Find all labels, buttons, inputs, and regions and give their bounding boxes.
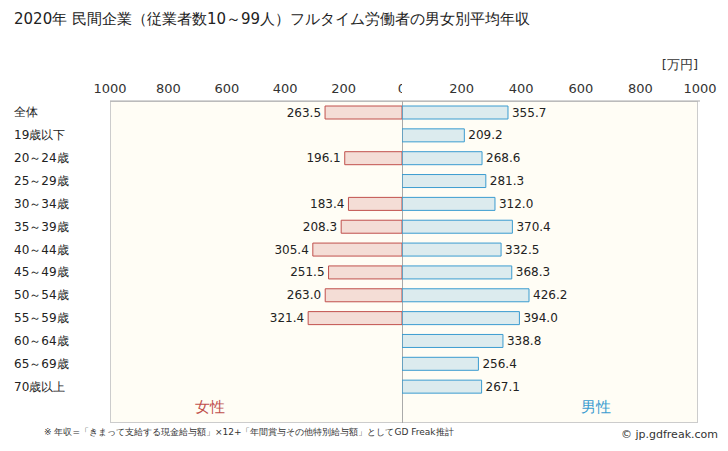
html-text:男性: 男性 xyxy=(581,398,611,416)
svg-text:35～39歳: 35～39歳 xyxy=(14,220,69,234)
svg-text:400: 400 xyxy=(273,81,298,96)
svg-text:312.0: 312.0 xyxy=(499,197,533,211)
html-text:女性: 女性 xyxy=(195,398,225,416)
svg-text:281.3: 281.3 xyxy=(490,174,524,188)
svg-text:19歳以下: 19歳以下 xyxy=(14,128,65,142)
svg-text:251.5: 251.5 xyxy=(290,265,324,279)
svg-text:263.5: 263.5 xyxy=(287,106,321,120)
svg-text:355.7: 355.7 xyxy=(512,106,546,120)
svg-text:70歳以上: 70歳以上 xyxy=(14,380,65,394)
svg-text:20～24歳: 20～24歳 xyxy=(14,151,69,165)
svg-text:40～44歳: 40～44歳 xyxy=(14,243,69,257)
svg-text:1000: 1000 xyxy=(683,81,716,96)
svg-text:394.0: 394.0 xyxy=(523,311,557,325)
svg-text:370.4: 370.4 xyxy=(516,220,550,234)
svg-text:65～69歳: 65～69歳 xyxy=(14,357,69,371)
html-text:※ 年収=「きまって支給する現金給与額」×12+「年間賞与そ: ※ 年収=「きまって支給する現金給与額」×12+「年間賞与その他特別給与額」とし… xyxy=(44,427,454,437)
svg-text:338.8: 338.8 xyxy=(507,334,541,348)
svg-text:209.2: 209.2 xyxy=(468,128,502,142)
svg-text:30～34歳: 30～34歳 xyxy=(14,197,69,211)
html-text:[万円]: [万円] xyxy=(661,57,698,72)
svg-text:全体: 全体 xyxy=(14,105,38,119)
svg-text:196.1: 196.1 xyxy=(306,151,340,165)
svg-text:200: 200 xyxy=(449,81,474,96)
svg-text:256.4: 256.4 xyxy=(482,357,516,371)
svg-text:50～54歳: 50～54歳 xyxy=(14,288,69,302)
svg-text:600: 600 xyxy=(568,81,593,96)
svg-text:800: 800 xyxy=(628,81,653,96)
svg-text:332.5: 332.5 xyxy=(505,243,539,257)
svg-text:1000: 1000 xyxy=(93,81,126,96)
svg-text:0: 0 xyxy=(398,81,402,96)
svg-text:263.0: 263.0 xyxy=(287,288,321,302)
html-text:2020年 民間企業（従業者数10～99人）フルタイム労働者: 2020年 民間企業（従業者数10～99人）フルタイム労働者の男女別平均年収 xyxy=(14,10,531,28)
svg-text:55～59歳: 55～59歳 xyxy=(14,311,69,325)
svg-text:208.3: 208.3 xyxy=(303,220,337,234)
html-text:© jp.gdfreak.com: © jp.gdfreak.com xyxy=(621,428,718,441)
svg-text:800: 800 xyxy=(156,81,181,96)
svg-text:60～64歳: 60～64歳 xyxy=(14,334,69,348)
svg-text:321.4: 321.4 xyxy=(270,311,304,325)
svg-text:600: 600 xyxy=(214,81,239,96)
svg-text:45～49歳: 45～49歳 xyxy=(14,265,69,279)
svg-text:426.2: 426.2 xyxy=(533,288,567,302)
svg-text:25～29歳: 25～29歳 xyxy=(14,174,69,188)
svg-text:268.6: 268.6 xyxy=(486,151,520,165)
svg-text:200: 200 xyxy=(331,81,356,96)
svg-text:400: 400 xyxy=(509,81,534,96)
svg-text:183.4: 183.4 xyxy=(310,197,344,211)
svg-text:267.1: 267.1 xyxy=(486,380,520,394)
svg-text:305.4: 305.4 xyxy=(274,243,308,257)
svg-text:368.3: 368.3 xyxy=(516,265,550,279)
